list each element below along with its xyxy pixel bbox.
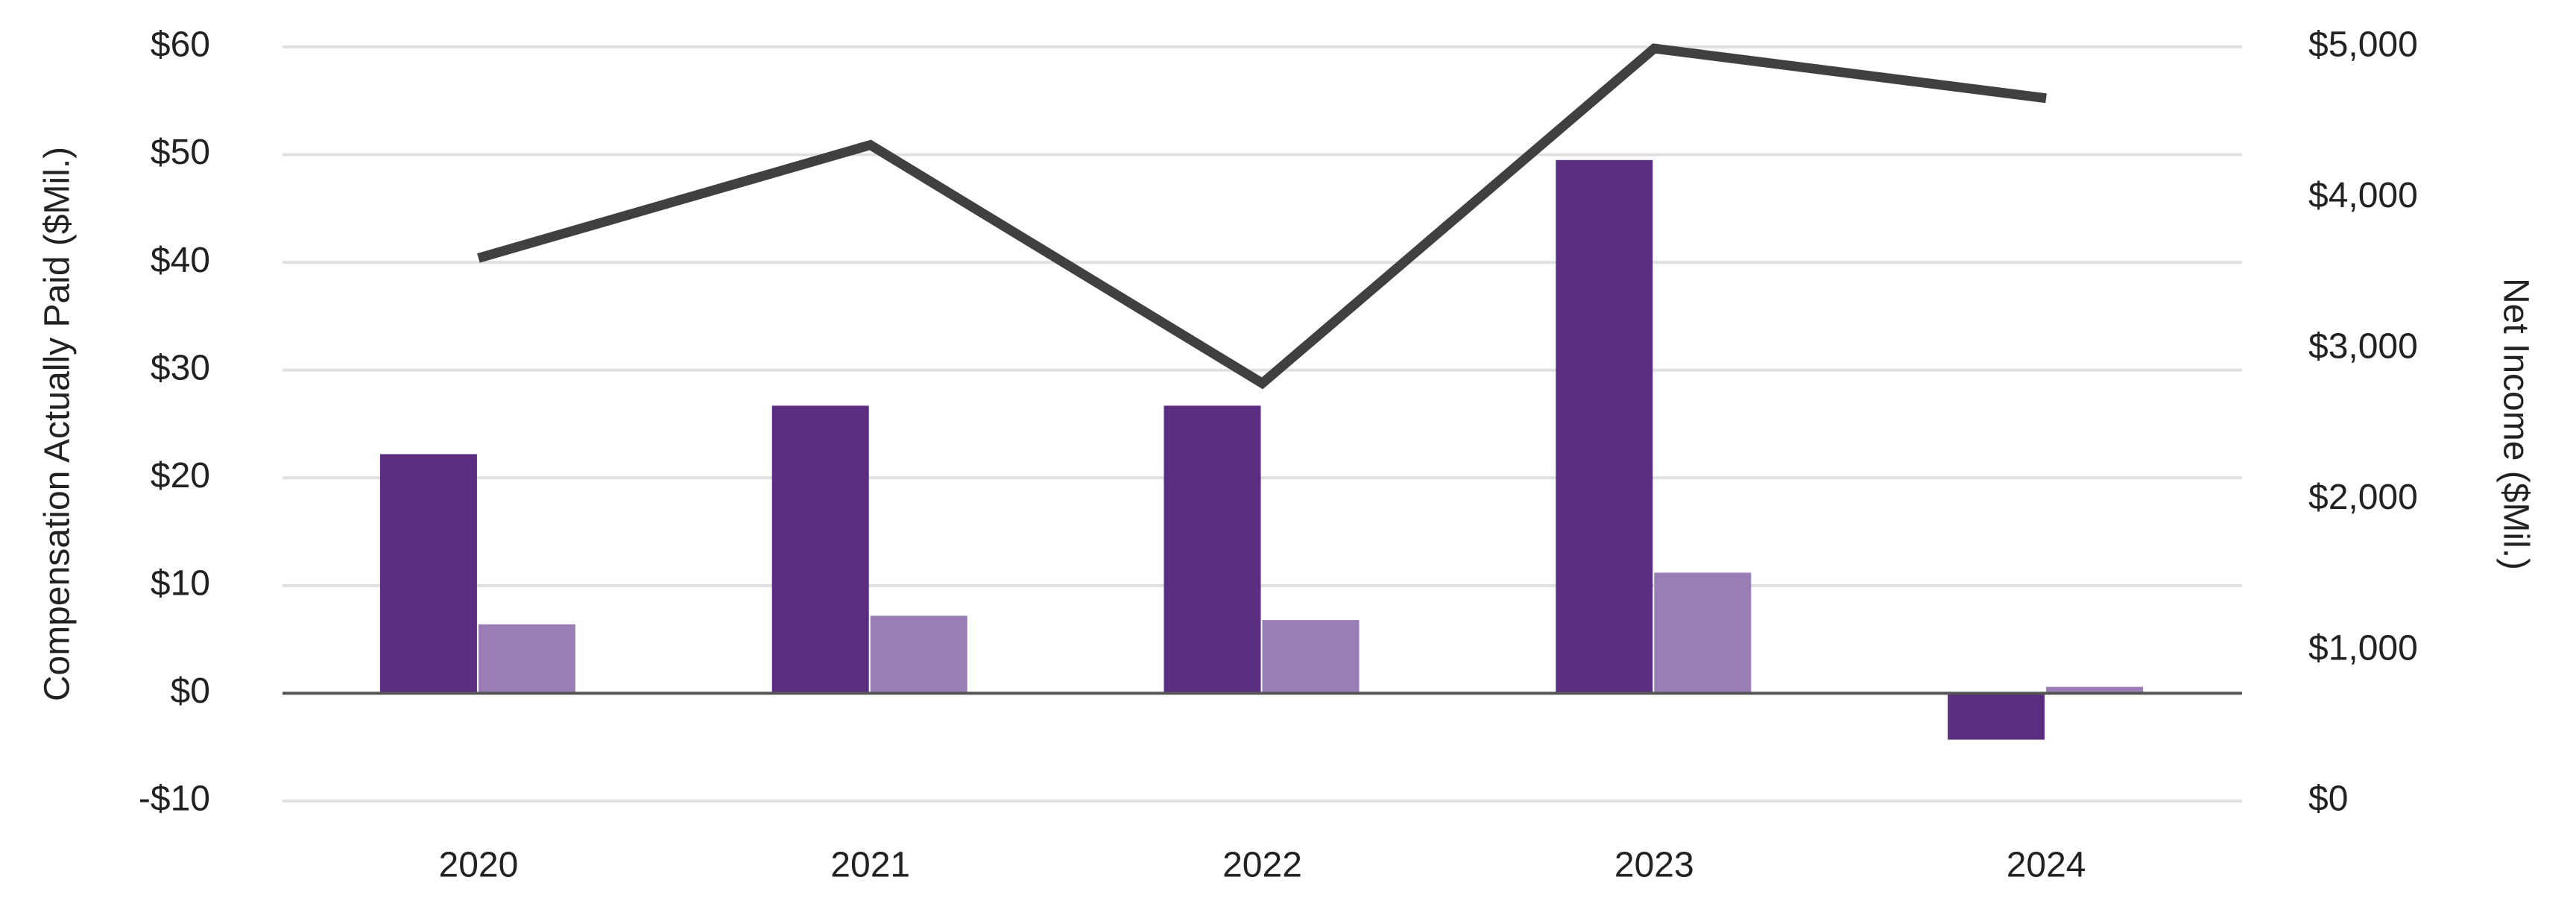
y2-tick-label: $5,000 — [2308, 25, 2418, 65]
bar — [379, 454, 477, 694]
x-tick-label: 2022 — [1222, 846, 1302, 885]
y2-tick-label: $1,000 — [2308, 628, 2418, 668]
y-tick-label: $40 — [151, 241, 210, 280]
bar — [1948, 693, 2045, 740]
y-tick-label: $10 — [151, 564, 210, 604]
bar — [2046, 686, 2144, 694]
y-tick-label: $0 — [171, 671, 210, 711]
bar — [870, 615, 967, 694]
y-tick-label: $20 — [151, 456, 210, 496]
x-tick-label: 2023 — [1614, 846, 1694, 885]
line-series — [477, 43, 2047, 390]
y2-axis-title: Net Income ($Mil.) — [2496, 278, 2535, 570]
x-tick-label: 2021 — [830, 846, 910, 885]
y-tick-label: $30 — [151, 348, 210, 387]
y-tick-label: $60 — [151, 25, 210, 65]
bar — [478, 624, 575, 694]
bar — [1654, 572, 1752, 694]
y2-tick-label: $4,000 — [2308, 176, 2418, 215]
y2-tick-label: $3,000 — [2308, 326, 2418, 366]
bar — [1262, 620, 1360, 694]
bar — [1164, 405, 1261, 694]
x-tick-label: 2020 — [439, 846, 519, 885]
y2-tick-label: $0 — [2308, 779, 2348, 819]
x-tick-label: 2024 — [2007, 846, 2086, 885]
y2-tick-label: $2,000 — [2308, 478, 2418, 517]
y-tick-label: $50 — [151, 133, 210, 172]
y-axis-title: Compensation Actually Paid ($Mil.) — [38, 147, 78, 701]
bar — [771, 405, 869, 694]
y-tick-label: -$10 — [139, 779, 210, 819]
bar — [1556, 159, 1653, 694]
